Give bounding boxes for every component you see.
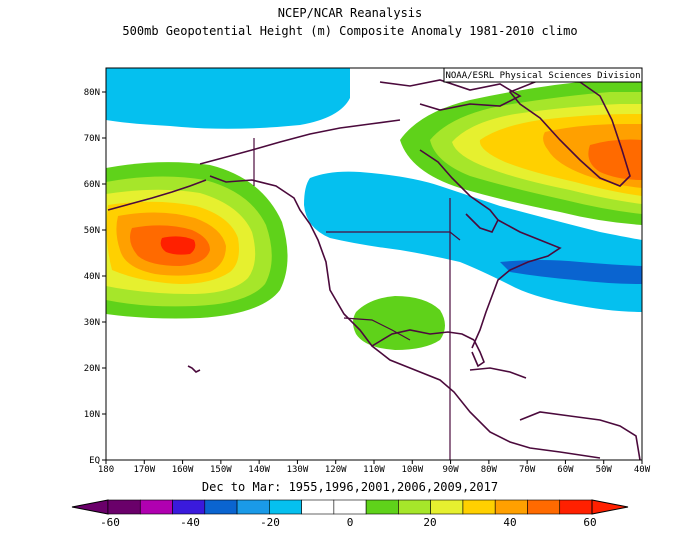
lon-label: 130W xyxy=(287,465,309,475)
lat-label: 50N xyxy=(84,226,100,236)
canadian-archipelago xyxy=(379,79,522,111)
colorbar-label: 0 xyxy=(347,516,354,529)
colorbar-swatch xyxy=(269,499,302,515)
colorbar-label: -20 xyxy=(260,516,280,529)
hudson-bay xyxy=(419,149,499,233)
lat-label: 60N xyxy=(84,180,100,190)
lat-label: 70N xyxy=(84,134,100,144)
colorbar-swatch xyxy=(559,499,593,515)
aleutians xyxy=(107,179,207,211)
colorbar-swatch xyxy=(204,499,238,515)
lat-label: 40N xyxy=(84,272,100,282)
lon-label: 170W xyxy=(133,465,155,475)
gulf-coast xyxy=(371,329,475,347)
colorbar-low-arrow xyxy=(71,499,109,515)
colorbar-label: 40 xyxy=(503,516,516,529)
greenland-coast xyxy=(508,79,631,187)
lon-label: 180 xyxy=(98,465,114,475)
colorbar-swatch xyxy=(430,499,464,515)
political-borders xyxy=(253,138,461,460)
colorbar-swatch xyxy=(398,499,431,515)
lon-label: 80W xyxy=(481,465,498,475)
pacific-high-red xyxy=(160,236,196,255)
south-america-north xyxy=(519,411,641,460)
atlantic-trough-core-shade xyxy=(500,260,642,284)
cuba xyxy=(469,367,527,379)
chart-title-line2: 500mb Geopotential Height (m) Composite … xyxy=(122,24,578,38)
mexico-ridge-shade xyxy=(353,296,445,350)
lon-label: 40W xyxy=(634,465,651,475)
lon-label: 160W xyxy=(172,465,194,475)
lat-label: EQ xyxy=(89,456,100,466)
lat-label: 20N xyxy=(84,364,100,374)
lat-label: 80N xyxy=(84,88,100,98)
colorbar-swatch xyxy=(494,499,528,515)
lon-label: 60W xyxy=(557,465,574,475)
colorbar-swatch xyxy=(172,499,206,515)
anomaly-shading xyxy=(106,68,642,350)
colorbar-label: -60 xyxy=(100,516,120,529)
colorbar-label: -40 xyxy=(180,516,200,529)
colorbar-swatch xyxy=(365,499,399,515)
lon-label: 50W xyxy=(596,465,613,475)
chart-title-line1: NCEP/NCAR Reanalysis xyxy=(277,6,423,20)
lat-label: 10N xyxy=(84,410,100,420)
lon-label: 110W xyxy=(363,465,385,475)
lon-label: 150W xyxy=(210,465,232,475)
map-subtitle: Dec to Mar: 1955,1996,2001,2006,2009,201… xyxy=(201,480,499,494)
colorbar-swatch xyxy=(107,499,141,515)
credit-box xyxy=(443,67,643,83)
colorbar-swatch xyxy=(301,499,335,515)
colorbar-swatch xyxy=(527,499,561,515)
hawaii xyxy=(187,365,201,373)
coastlines xyxy=(107,79,641,460)
lon-label: 120W xyxy=(325,465,347,475)
north-america-west-coast xyxy=(209,175,601,459)
credit-label: NOAA/ESRL Physical Sciences Division xyxy=(445,71,640,81)
florida xyxy=(471,339,485,368)
colorbar-swatch xyxy=(462,499,496,515)
alaska-north xyxy=(199,119,401,165)
arctic-trough-shade xyxy=(106,68,350,129)
lon-label: 70W xyxy=(519,465,536,475)
east-coast xyxy=(471,219,562,349)
lon-label: 100W xyxy=(401,465,423,475)
lon-label: 140W xyxy=(248,465,270,475)
colorbar-label: 60 xyxy=(583,516,596,529)
colorbar: -60 -40 -20 0 20 40 60 xyxy=(71,499,629,529)
us-mexico-border xyxy=(343,317,411,341)
colorbar-label: 20 xyxy=(423,516,436,529)
colorbar-high-arrow xyxy=(591,499,629,515)
lon-label: 90W xyxy=(442,465,459,475)
colorbar-swatch xyxy=(333,499,367,515)
lat-label: 30N xyxy=(84,318,100,328)
colorbar-swatch xyxy=(139,499,173,515)
map-axes: 180 170W 160W 150W 140W 130W 120W 110W 100W 90W 80… xyxy=(84,88,651,475)
colorbar-swatch xyxy=(236,499,270,515)
